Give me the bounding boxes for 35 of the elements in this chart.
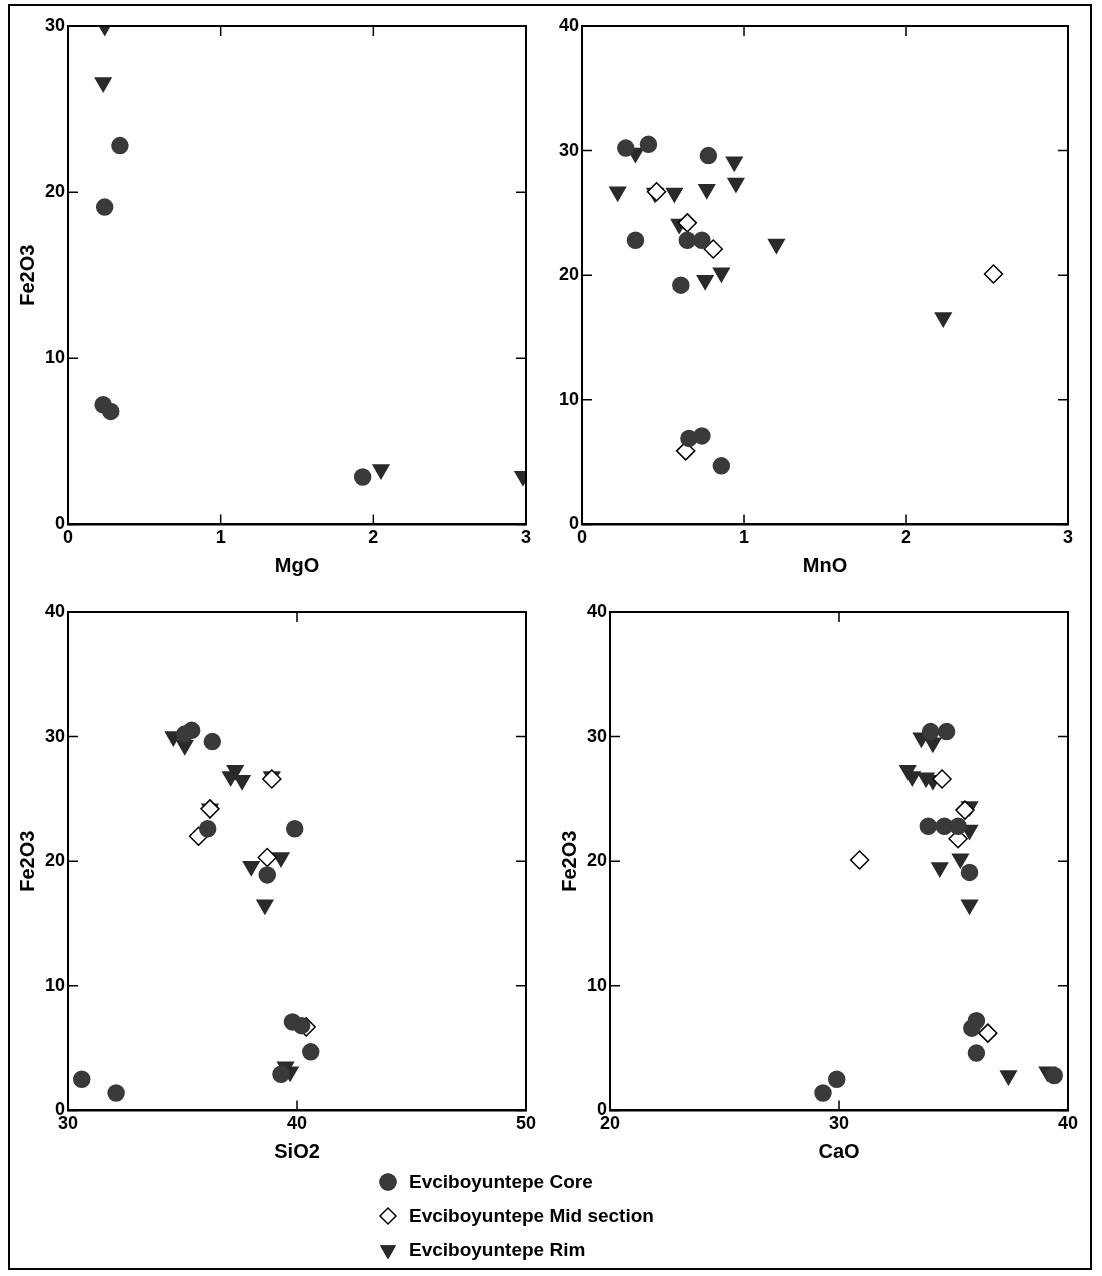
y-tick-label: 30 <box>44 14 66 35</box>
y-tick-label: 10 <box>44 347 66 368</box>
legend-label: Evciboyuntepe Rim <box>409 1239 586 1261</box>
x-tick-label: 1 <box>739 527 750 548</box>
x-tick-label: 2 <box>368 527 379 548</box>
y-axis-title: Fe2O3 <box>15 244 38 306</box>
y-tick-label: 30 <box>558 139 580 160</box>
y-tick-label: 40 <box>586 600 608 621</box>
x-tick-label: 2 <box>901 527 912 548</box>
y-tick-label: 20 <box>44 181 66 202</box>
y-tick-label: 20 <box>558 264 580 285</box>
x-axis-title: CaO <box>818 1139 860 1162</box>
y-tick-label: 10 <box>586 974 608 995</box>
y-tick-label: 30 <box>586 725 608 746</box>
x-tick-label: 3 <box>1062 527 1074 548</box>
y-tick-label: 10 <box>44 974 66 995</box>
y-axis-title: Fe2O3 <box>15 830 38 892</box>
x-tick-label: 40 <box>287 1113 308 1134</box>
y-tick-label: 40 <box>44 600 66 621</box>
y-tick-label: 10 <box>558 388 580 409</box>
x-tick-label: 1 <box>215 527 226 548</box>
y-tick-label: 40 <box>558 14 580 35</box>
x-axis-title: MnO <box>802 553 848 576</box>
x-axis-title: MgO <box>274 553 320 576</box>
legend-label: Evciboyuntepe Core <box>409 1171 593 1193</box>
x-axis-title: SiO2 <box>274 1139 320 1162</box>
y-tick-label: 30 <box>44 725 66 746</box>
x-tick-label: 50 <box>515 1113 537 1134</box>
x-tick-label: 3 <box>520 527 532 548</box>
x-tick-label: 30 <box>829 1113 850 1134</box>
y-tick-label: 20 <box>44 850 66 871</box>
x-tick-label: 40 <box>1057 1113 1079 1134</box>
y-tick-label: 20 <box>586 850 608 871</box>
y-axis-title: Fe2O3 <box>557 830 580 892</box>
legend-label: Evciboyuntepe Mid section <box>409 1205 654 1227</box>
